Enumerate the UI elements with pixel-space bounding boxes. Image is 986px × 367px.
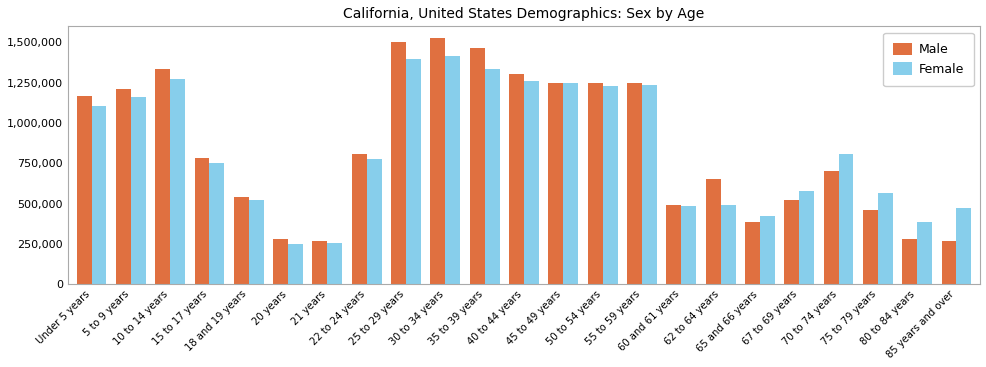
Bar <box>273 239 288 284</box>
Bar <box>194 159 209 284</box>
Bar <box>115 89 131 284</box>
Bar <box>288 244 303 284</box>
Legend: Male, Female: Male, Female <box>882 33 973 86</box>
Bar <box>759 217 774 284</box>
Bar <box>170 79 185 284</box>
Bar <box>327 243 342 284</box>
Bar <box>602 86 617 284</box>
Bar <box>367 159 382 284</box>
Bar <box>469 48 484 284</box>
Bar <box>720 205 735 284</box>
Bar <box>862 210 877 284</box>
Bar <box>234 197 248 284</box>
Bar <box>405 59 421 284</box>
Bar <box>92 106 106 284</box>
Bar <box>209 163 224 284</box>
Bar <box>587 83 602 284</box>
Bar <box>509 74 524 284</box>
Bar <box>248 200 263 284</box>
Bar <box>666 205 680 284</box>
Bar <box>955 208 970 284</box>
Bar <box>916 222 931 284</box>
Bar <box>155 69 170 284</box>
Bar <box>77 97 92 284</box>
Bar <box>838 155 853 284</box>
Bar <box>524 81 538 284</box>
Bar <box>705 179 720 284</box>
Bar <box>351 154 367 284</box>
Bar <box>901 239 916 284</box>
Bar <box>941 241 955 284</box>
Bar <box>799 192 813 284</box>
Title: California, United States Demographics: Sex by Age: California, United States Demographics: … <box>343 7 704 21</box>
Bar <box>390 43 405 284</box>
Bar <box>563 83 578 284</box>
Bar <box>744 222 759 284</box>
Bar <box>548 83 563 284</box>
Bar <box>877 193 892 284</box>
Bar <box>131 97 146 284</box>
Bar <box>680 206 695 284</box>
Bar <box>445 56 459 284</box>
Bar <box>822 171 838 284</box>
Bar <box>784 200 799 284</box>
Bar <box>626 83 641 284</box>
Bar <box>484 69 499 284</box>
Bar <box>313 241 327 284</box>
Bar <box>430 37 445 284</box>
Bar <box>641 85 657 284</box>
